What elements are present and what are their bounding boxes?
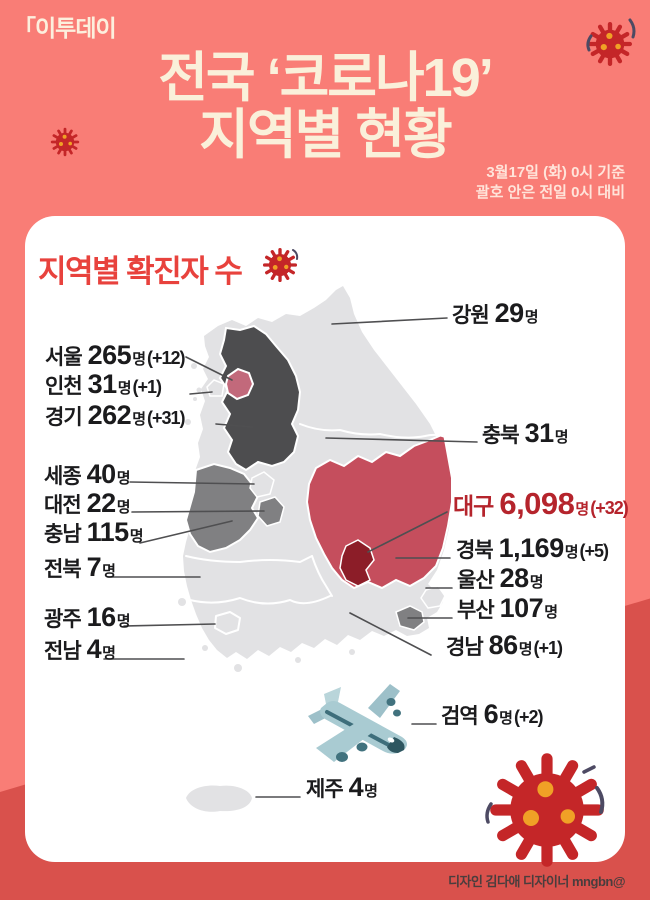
region-name: 대전 — [44, 494, 82, 517]
region-label-chungbuk: 충북 31 명 — [482, 417, 570, 454]
region-delta: (+1) — [132, 377, 162, 397]
page-title-line1: 전국 ‘코로나19’ — [158, 48, 493, 108]
region-name: 경남 — [446, 636, 484, 659]
region-unit: 명 — [364, 783, 378, 800]
region-label-gangwon: 강원 29 명 — [452, 297, 540, 334]
region-label-quarantine: 검역 6 명 (+2) — [441, 698, 543, 735]
region-value: 4 — [86, 634, 102, 664]
region-label-ulsan: 울산 28 명 — [457, 562, 545, 599]
region-name: 대구 — [453, 493, 494, 519]
region-value: 16 — [86, 602, 117, 632]
card-heading: 지역별 확진자 수 — [38, 254, 243, 289]
region-value: 28 — [499, 563, 530, 593]
region-value: 6,098 — [499, 486, 575, 521]
region-label-seoul: 서울 265 명 (+12) — [45, 339, 186, 376]
region-delta: (+2) — [513, 707, 543, 727]
region-name: 검역 — [441, 705, 479, 728]
region-label-jeju: 제주 4 명 — [306, 771, 379, 808]
region-label-chungnam: 충남 115 명 — [44, 516, 145, 553]
region-name: 울산 — [457, 569, 495, 592]
region-value: 31 — [87, 369, 118, 399]
region-unit: 명 — [518, 641, 533, 658]
region-label-incheon: 인천 31 명 (+1) — [45, 368, 162, 405]
region-unit: 명 — [554, 429, 569, 446]
region-delta: (+12) — [147, 348, 186, 368]
region-value: 4 — [348, 772, 364, 802]
region-unit: 명 — [129, 528, 144, 545]
region-name: 전남 — [44, 640, 82, 663]
etoday-logo: 「이투데이 — [13, 15, 117, 41]
region-label-gwangju: 광주 16 명 — [44, 601, 132, 638]
region-name: 충북 — [482, 424, 520, 447]
region-name: 부산 — [457, 599, 495, 622]
region-name: 서울 — [45, 346, 83, 369]
region-name: 세종 — [44, 465, 82, 488]
region-value: 6 — [483, 699, 499, 729]
page-title: 전국 ‘코로나19’ 지역별 현황 — [0, 48, 650, 166]
region-name: 경북 — [456, 539, 494, 562]
region-unit: 명 — [544, 604, 559, 621]
region-unit: 명 — [116, 499, 131, 516]
region-unit: 명 — [132, 351, 147, 368]
region-name: 제주 — [306, 778, 344, 801]
region-unit: 명 — [132, 411, 147, 428]
region-value: 1,169 — [498, 533, 565, 563]
region-delta: (+5) — [579, 541, 609, 561]
region-unit: 명 — [116, 470, 131, 487]
region-unit: 명 — [529, 574, 544, 591]
region-label-gyeonggi: 경기 262 명 (+31) — [45, 399, 186, 436]
region-unit: 명 — [575, 501, 590, 518]
region-unit: 명 — [524, 309, 539, 326]
region-value: 22 — [86, 488, 117, 518]
region-delta: (+32) — [590, 498, 629, 518]
region-value: 262 — [87, 400, 132, 430]
region-value: 107 — [499, 593, 544, 623]
region-delta: (+31) — [147, 408, 186, 428]
region-label-sejong: 세종 40 명 — [44, 458, 132, 495]
region-label-jeonnam: 전남 4 명 — [44, 633, 117, 670]
as-of-date-line1: 3월17일 (화) 0시 기준 — [486, 164, 625, 181]
region-value: 29 — [494, 298, 525, 328]
region-label-daejeon: 대전 22 명 — [44, 487, 132, 524]
region-label-gyeongbuk: 경북 1,169 명 (+5) — [456, 532, 609, 569]
region-value: 115 — [86, 517, 130, 547]
region-delta: (+1) — [533, 638, 563, 658]
region-label-jeonbuk: 전북 7 명 — [44, 551, 117, 588]
region-name: 강원 — [452, 304, 490, 327]
region-unit: 명 — [102, 645, 116, 662]
designer-credit: 디자인 김다애 디자이너 mngbn@ — [448, 874, 625, 889]
region-label-gyeongnam: 경남 86 명 (+1) — [446, 629, 563, 666]
region-value: 31 — [524, 418, 555, 448]
region-unit: 명 — [499, 710, 513, 727]
region-value: 86 — [488, 630, 519, 660]
region-name: 충남 — [44, 523, 82, 546]
region-name: 경기 — [45, 406, 83, 429]
region-unit: 명 — [116, 613, 131, 630]
region-unit: 명 — [102, 563, 116, 580]
as-of-date-line2: 괄호 안은 전일 0시 대비 — [475, 184, 625, 202]
region-label-daegu: 대구 6,098 명 (+32) — [453, 486, 629, 528]
page-title-line2: 지역별 현황 — [199, 105, 452, 166]
region-value: 265 — [87, 340, 132, 370]
region-value: 7 — [86, 552, 102, 582]
region-unit: 명 — [564, 544, 579, 561]
region-name: 광주 — [44, 608, 82, 631]
region-label-busan: 부산 107 명 — [457, 592, 559, 629]
region-name: 인천 — [45, 375, 83, 398]
as-of-date: 3월17일 (화) 0시 기준 괄호 안은 전일 0시 대비 — [476, 163, 625, 204]
region-name: 전북 — [44, 558, 82, 581]
region-unit: 명 — [117, 380, 132, 397]
region-value: 40 — [86, 459, 117, 489]
